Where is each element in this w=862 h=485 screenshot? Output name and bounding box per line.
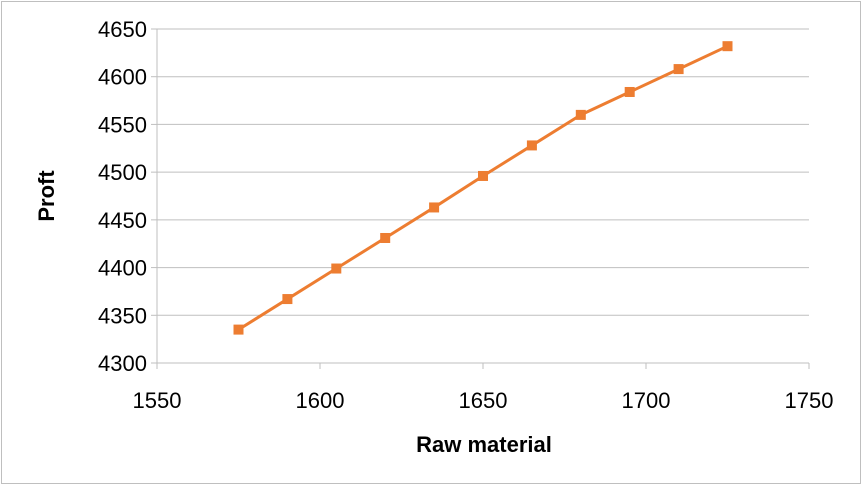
data-point-marker bbox=[673, 64, 684, 75]
x-tick-label: 1550 bbox=[133, 388, 182, 413]
axes bbox=[151, 28, 810, 369]
y-tick-label: 4500 bbox=[98, 160, 147, 185]
data-point-marker bbox=[282, 294, 293, 305]
y-tick-label: 4650 bbox=[98, 17, 147, 42]
data-point-marker bbox=[526, 140, 537, 151]
data-point-marker bbox=[575, 109, 586, 120]
data-point-marker bbox=[722, 41, 733, 52]
y-tick-label: 4600 bbox=[98, 65, 147, 90]
x-axis-title: Raw material bbox=[416, 432, 552, 457]
x-tick-label: 1750 bbox=[785, 388, 834, 413]
data-point-marker bbox=[624, 86, 635, 97]
data-point-marker bbox=[429, 202, 440, 213]
data-point-marker bbox=[233, 324, 244, 335]
series-line bbox=[237, 44, 729, 331]
y-axis-title: Proft bbox=[34, 170, 59, 222]
x-tick-label: 1650 bbox=[459, 388, 508, 413]
gridlines bbox=[157, 28, 809, 316]
data-point-marker bbox=[478, 170, 488, 181]
tick-labels: 4300 4350 4400 4450 4500 4550 4600 4650 1550 1600… bbox=[98, 17, 833, 413]
y-tick-label: 4550 bbox=[98, 112, 147, 137]
data-point-marker bbox=[380, 232, 391, 243]
y-tick-label: 4350 bbox=[98, 303, 147, 328]
series-group bbox=[233, 41, 733, 335]
x-tick-label: 1700 bbox=[622, 388, 671, 413]
x-tick-label: 1600 bbox=[296, 388, 345, 413]
y-tick-label: 4450 bbox=[98, 208, 147, 233]
y-tick-label: 4400 bbox=[98, 256, 147, 281]
y-tick-label: 4300 bbox=[98, 351, 147, 376]
data-point-marker bbox=[331, 263, 342, 274]
